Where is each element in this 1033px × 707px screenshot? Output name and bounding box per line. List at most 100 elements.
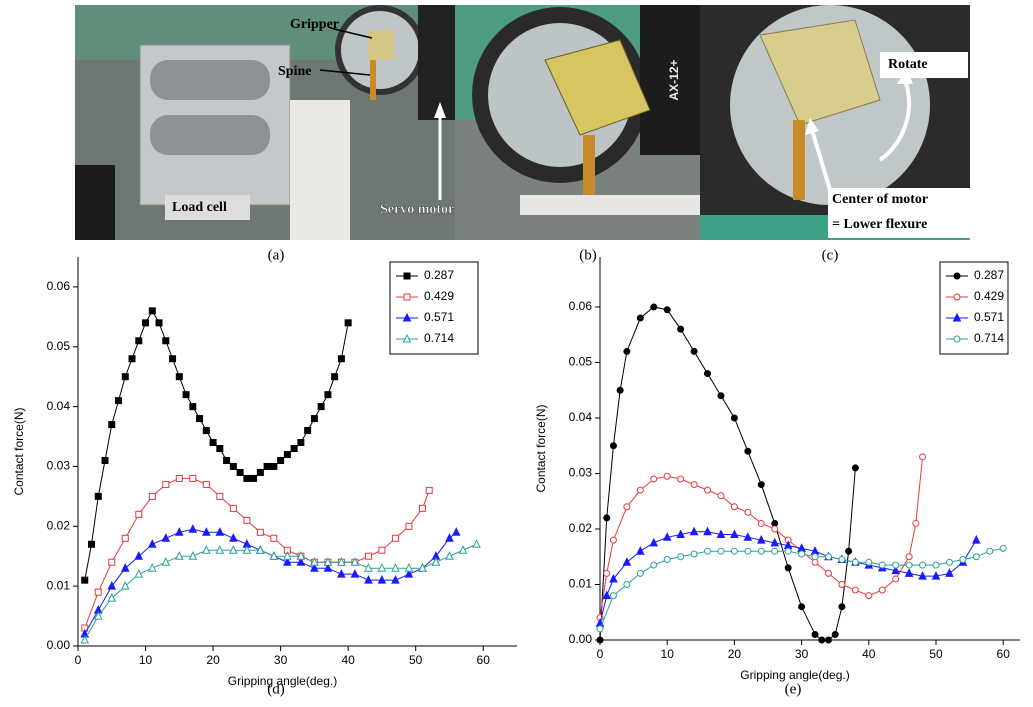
- legend-marker: [953, 293, 961, 301]
- marker: [677, 553, 685, 561]
- marker: [81, 576, 89, 584]
- marker: [391, 563, 400, 572]
- marker: [296, 557, 306, 566]
- marker: [405, 522, 413, 530]
- marker: [323, 557, 333, 566]
- marker: [636, 569, 644, 577]
- marker: [689, 526, 699, 536]
- marker: [596, 625, 604, 633]
- marker: [838, 580, 846, 588]
- x-axis-label: Gripping angle(deg.): [740, 668, 849, 682]
- marker: [418, 563, 427, 572]
- y-tick-label: 0.05: [569, 355, 593, 369]
- marker: [757, 547, 765, 555]
- marker: [161, 533, 171, 542]
- marker: [121, 534, 129, 542]
- legend-marker: [953, 335, 961, 343]
- marker: [162, 480, 170, 488]
- y-tick-label: 0.01: [47, 578, 71, 592]
- marker: [250, 474, 258, 482]
- marker: [743, 532, 753, 541]
- marker: [344, 319, 352, 327]
- marker: [986, 547, 994, 555]
- marker: [115, 397, 123, 405]
- marker: [134, 551, 144, 560]
- marker: [744, 447, 752, 455]
- photo-c: Rotate Center of motor = Lower flexure: [700, 5, 970, 240]
- y-tick-label: 0.02: [47, 518, 71, 532]
- marker: [717, 392, 725, 400]
- chart-caption: (d): [267, 681, 285, 697]
- marker: [663, 306, 671, 314]
- marker: [999, 544, 1007, 552]
- marker: [135, 337, 143, 345]
- marker: [182, 391, 190, 399]
- marker: [636, 486, 644, 494]
- marker: [337, 569, 346, 578]
- marker: [757, 481, 765, 489]
- marker: [229, 504, 237, 512]
- marker: [216, 445, 224, 453]
- marker: [209, 439, 217, 447]
- x-tick-label: 60: [997, 647, 1011, 661]
- marker: [404, 563, 414, 572]
- y-tick-label: 0.04: [569, 410, 593, 424]
- x-tick-label: 50: [409, 653, 423, 667]
- marker: [919, 453, 927, 461]
- marker: [704, 486, 712, 494]
- marker: [932, 561, 940, 569]
- annotation: Servo motor: [380, 202, 454, 217]
- marker: [270, 534, 278, 542]
- legend-label: 0.571: [424, 310, 454, 324]
- marker: [445, 551, 454, 560]
- marker: [418, 504, 426, 512]
- marker: [310, 415, 318, 423]
- x-tick-label: 40: [862, 647, 876, 661]
- marker: [609, 592, 617, 600]
- marker: [636, 314, 644, 322]
- x-tick-label: 10: [139, 653, 153, 667]
- marker: [865, 592, 873, 600]
- marker: [142, 319, 150, 327]
- marker: [323, 563, 333, 572]
- marker: [945, 558, 953, 566]
- marker: [798, 550, 806, 558]
- marker: [404, 569, 414, 578]
- marker: [704, 370, 712, 378]
- x-tick-label: 30: [795, 647, 809, 661]
- line: [84, 543, 477, 641]
- marker: [676, 529, 685, 539]
- marker: [818, 636, 826, 644]
- marker: [256, 545, 265, 554]
- marker: [663, 472, 671, 480]
- marker: [283, 450, 291, 458]
- line: [599, 547, 1004, 630]
- marker: [623, 503, 631, 511]
- marker: [756, 534, 766, 544]
- marker: [128, 355, 136, 363]
- marker: [771, 547, 779, 555]
- marker: [391, 534, 399, 542]
- marker: [350, 557, 360, 566]
- marker: [690, 550, 698, 558]
- marker: [269, 551, 279, 560]
- legend-marker: [402, 333, 412, 343]
- marker: [851, 558, 859, 566]
- marker: [703, 526, 712, 536]
- marker: [892, 575, 900, 583]
- legend-marker: [953, 272, 961, 280]
- marker: [94, 492, 102, 500]
- marker: [188, 551, 198, 560]
- marker: [155, 319, 163, 327]
- legend-marker: [403, 293, 411, 301]
- marker: [609, 442, 617, 450]
- marker: [824, 636, 832, 644]
- marker: [161, 557, 171, 566]
- marker: [717, 492, 725, 500]
- marker: [892, 561, 900, 569]
- marker: [730, 529, 739, 539]
- marker: [120, 581, 130, 590]
- marker: [838, 603, 846, 611]
- marker: [609, 573, 618, 583]
- legend-label: 0.714: [974, 331, 1004, 345]
